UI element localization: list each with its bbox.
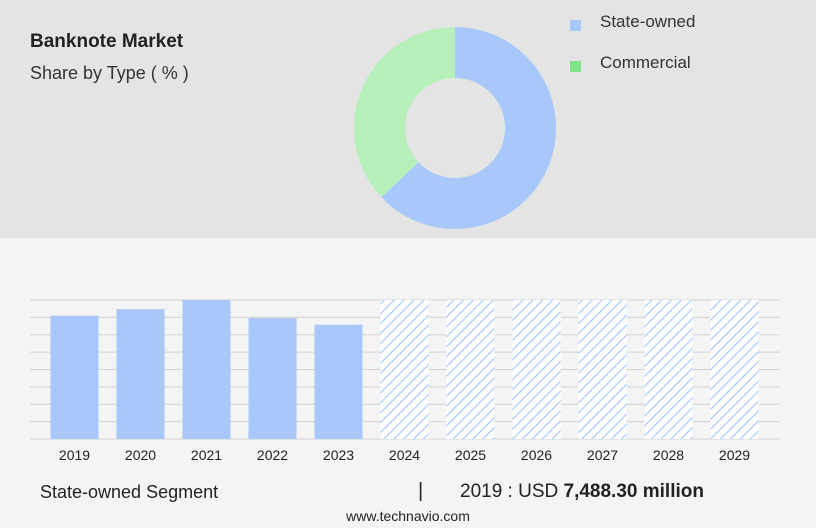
forecast-bar-2029 — [710, 300, 759, 439]
legend-swatch-state-owned — [570, 20, 581, 31]
bar-chart: 2019 2020 2021 2022 2023 2024 2025 2026 2027 2028… — [30, 299, 780, 463]
bar-2020 — [116, 309, 165, 439]
bar-2022 — [248, 318, 297, 439]
legend-label-commercial: Commercial — [600, 53, 691, 72]
segment-value: 2019 : USD 7,488.30 million — [460, 481, 704, 503]
x-tick-label-2029: 2029 — [719, 447, 750, 463]
chart-subtitle: Share by Type ( % ) — [30, 63, 189, 83]
x-tick-label-2028: 2028 — [653, 447, 684, 463]
x-tick-label-2024: 2024 — [389, 447, 420, 463]
segment-value-amount: 7,488.30 million — [563, 481, 704, 502]
x-tick-label-2022: 2022 — [257, 447, 288, 463]
bar-2019 — [50, 315, 99, 439]
legend-swatch-commercial — [570, 61, 581, 72]
bar-2021 — [182, 300, 231, 439]
forecast-bar-2026 — [512, 300, 561, 439]
forecast-bar-2028 — [644, 300, 693, 439]
donut-chart — [354, 27, 556, 229]
x-tick-label-2023: 2023 — [323, 447, 354, 463]
x-tick-label-2025: 2025 — [455, 447, 486, 463]
x-tick-label-2020: 2020 — [125, 447, 156, 463]
footer-separator: | — [418, 480, 424, 502]
legend-label-state-owned: State-owned — [600, 12, 696, 31]
forecast-bar-2027 — [578, 300, 627, 439]
x-tick-label-2021: 2021 — [191, 447, 222, 463]
donut-slice-commercial — [354, 27, 455, 198]
source-url[interactable]: www.technavio.com — [346, 508, 470, 524]
forecast-bar-2024 — [380, 300, 429, 439]
segment-year-prefix: 2019 : USD — [460, 481, 564, 502]
segment-label: State-owned Segment — [40, 482, 219, 502]
donut-slice-state-owned — [381, 27, 556, 229]
chart-title: Banknote Market — [30, 31, 184, 52]
forecast-bar-2025 — [446, 300, 495, 439]
x-tick-label-2027: 2027 — [587, 447, 618, 463]
x-tick-label-2019: 2019 — [59, 447, 90, 463]
x-tick-label-2026: 2026 — [521, 447, 552, 463]
bar-2023 — [314, 324, 363, 439]
